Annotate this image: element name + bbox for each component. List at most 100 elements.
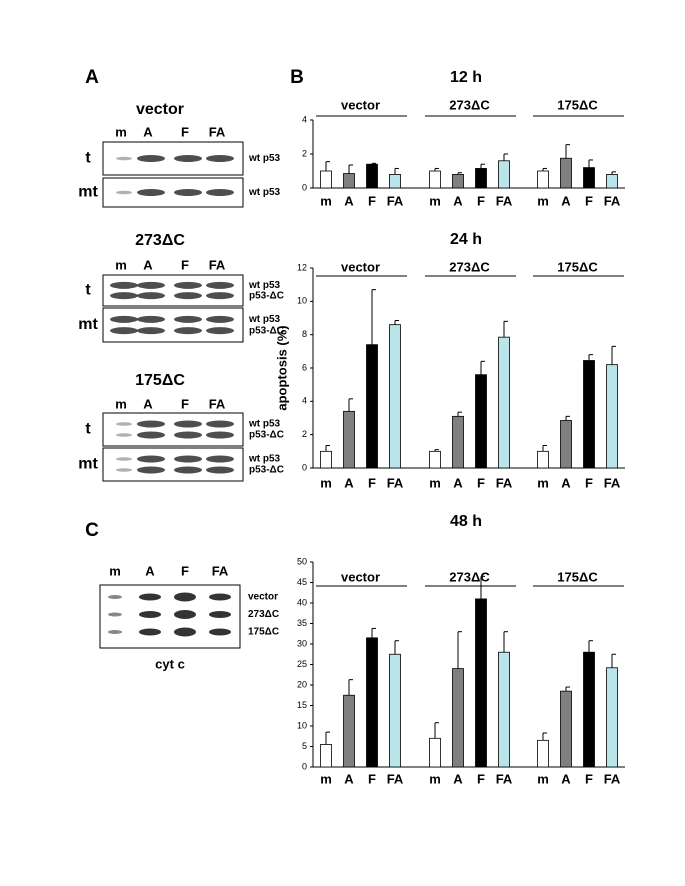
bar — [343, 694, 355, 768]
y-tick-label: 30 — [297, 638, 307, 648]
lane-label: m — [115, 124, 127, 139]
y-tick-label: 0 — [302, 462, 307, 472]
band-label: wt p53 — [248, 280, 281, 291]
band — [137, 189, 165, 196]
bar — [583, 360, 595, 469]
band — [174, 610, 196, 619]
x-tick-label: m — [429, 771, 441, 786]
band-label: 273ΔC — [248, 609, 279, 620]
x-tick-label: FA — [496, 771, 513, 786]
lane-label: F — [181, 257, 189, 272]
group-label: vector — [341, 569, 380, 584]
x-tick-label: A — [561, 475, 571, 490]
band — [108, 612, 122, 617]
band — [206, 420, 234, 428]
band — [116, 422, 132, 426]
x-tick-label: A — [453, 771, 463, 786]
band — [116, 433, 132, 437]
band — [116, 190, 132, 195]
bar — [560, 157, 572, 189]
y-tick-label: 4 — [302, 396, 307, 406]
x-tick-label: m — [537, 771, 549, 786]
band — [206, 466, 234, 474]
band — [116, 156, 132, 161]
band — [110, 292, 138, 300]
bar — [537, 739, 549, 768]
x-tick-label: m — [320, 475, 332, 490]
bar — [320, 744, 332, 768]
band — [137, 292, 165, 300]
chart-title: 48 h — [450, 513, 482, 530]
band-label: wt p53 — [248, 454, 281, 465]
band — [206, 155, 234, 162]
x-tick-label: m — [537, 475, 549, 490]
band-label: p53-ΔC — [249, 290, 284, 301]
band-label: 175ΔC — [248, 627, 279, 638]
band — [174, 420, 202, 428]
y-tick-label: 50 — [297, 556, 307, 566]
x-tick-label: F — [368, 193, 376, 208]
y-tick-label: 20 — [297, 679, 307, 689]
bar — [498, 336, 510, 469]
bar — [583, 167, 595, 189]
band — [116, 468, 132, 472]
band — [137, 455, 165, 463]
x-tick-label: FA — [604, 771, 621, 786]
bar — [537, 170, 549, 189]
x-tick-label: F — [368, 475, 376, 490]
blot-title: 175ΔC — [135, 372, 185, 389]
bar — [475, 168, 487, 189]
bar — [452, 173, 464, 189]
band-label: p53-ΔC — [249, 430, 284, 441]
bar — [475, 374, 487, 469]
bar — [560, 420, 572, 469]
lane-label: m — [115, 396, 127, 411]
band — [108, 595, 122, 599]
bar — [498, 160, 510, 189]
x-tick-label: m — [429, 193, 441, 208]
band — [137, 327, 165, 335]
lane-label: A — [143, 396, 153, 411]
group-label: vector — [341, 97, 380, 112]
band-label: p53-ΔC — [249, 465, 284, 476]
lane-label: A — [143, 124, 153, 139]
band — [174, 292, 202, 300]
y-tick-label: 8 — [302, 329, 307, 339]
band — [174, 592, 196, 602]
x-tick-label: A — [561, 193, 571, 208]
band-label: wt p53 — [248, 314, 281, 325]
y-tick-label: 5 — [302, 741, 307, 751]
y-axis-label: apoptosis (%) — [274, 325, 289, 410]
bar — [606, 364, 618, 469]
bar — [343, 410, 355, 469]
band — [137, 281, 165, 289]
band — [206, 281, 234, 289]
y-tick-label: 35 — [297, 618, 307, 628]
band — [174, 455, 202, 463]
y-tick-label: 40 — [297, 597, 307, 607]
band — [206, 431, 234, 439]
x-tick-label: FA — [496, 193, 513, 208]
group-label: 273ΔC — [449, 569, 490, 584]
bar — [429, 170, 441, 189]
x-tick-label: FA — [604, 475, 621, 490]
blot-box — [102, 274, 244, 307]
x-tick-label: FA — [496, 475, 513, 490]
group-label: 273ΔC — [449, 97, 490, 112]
panel-label: A — [85, 67, 99, 88]
panel-label: B — [290, 67, 304, 88]
x-tick-label: A — [344, 475, 354, 490]
bar — [366, 344, 378, 469]
band — [108, 630, 122, 634]
band — [174, 627, 196, 637]
bar — [452, 668, 464, 768]
y-tick-label: 10 — [297, 296, 307, 306]
bar — [452, 415, 464, 469]
bar — [366, 637, 378, 768]
lane-label: FA — [209, 396, 226, 411]
row-label: mt — [78, 184, 98, 201]
x-tick-label: m — [537, 193, 549, 208]
group-label: 175ΔC — [557, 569, 598, 584]
lane-label: A — [145, 563, 155, 578]
chart-title: 12 h — [450, 69, 482, 86]
